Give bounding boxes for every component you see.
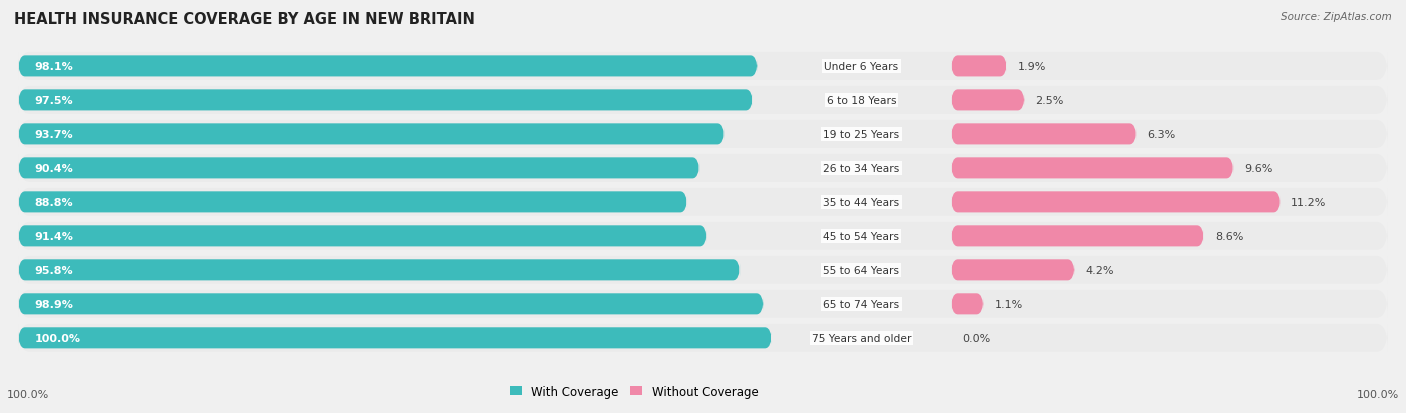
FancyBboxPatch shape	[18, 90, 754, 111]
FancyBboxPatch shape	[18, 256, 1388, 284]
Text: Source: ZipAtlas.com: Source: ZipAtlas.com	[1281, 12, 1392, 22]
Text: 95.8%: 95.8%	[35, 265, 73, 275]
Text: 8.6%: 8.6%	[1215, 231, 1243, 241]
Text: 6.3%: 6.3%	[1147, 130, 1175, 140]
FancyBboxPatch shape	[950, 226, 1204, 247]
Text: 100.0%: 100.0%	[1357, 389, 1399, 399]
Text: 75 Years and older: 75 Years and older	[811, 333, 911, 343]
FancyBboxPatch shape	[18, 188, 1388, 216]
Text: 100.0%: 100.0%	[35, 333, 80, 343]
FancyBboxPatch shape	[950, 294, 983, 315]
Legend: With Coverage, Without Coverage: With Coverage, Without Coverage	[505, 380, 763, 403]
Text: 45 to 54 Years: 45 to 54 Years	[824, 231, 900, 241]
Text: HEALTH INSURANCE COVERAGE BY AGE IN NEW BRITAIN: HEALTH INSURANCE COVERAGE BY AGE IN NEW …	[14, 12, 475, 27]
FancyBboxPatch shape	[950, 192, 1281, 213]
FancyBboxPatch shape	[18, 154, 1388, 183]
FancyBboxPatch shape	[18, 226, 707, 247]
Text: 1.9%: 1.9%	[1018, 62, 1046, 72]
FancyBboxPatch shape	[18, 56, 758, 77]
FancyBboxPatch shape	[18, 290, 1388, 318]
Text: 88.8%: 88.8%	[35, 197, 73, 207]
FancyBboxPatch shape	[950, 260, 1074, 281]
Text: 9.6%: 9.6%	[1244, 164, 1272, 173]
Text: 93.7%: 93.7%	[35, 130, 73, 140]
Text: 26 to 34 Years: 26 to 34 Years	[824, 164, 900, 173]
FancyBboxPatch shape	[950, 90, 1025, 111]
FancyBboxPatch shape	[18, 260, 740, 281]
Text: 90.4%: 90.4%	[35, 164, 73, 173]
Text: 55 to 64 Years: 55 to 64 Years	[824, 265, 900, 275]
Text: 91.4%: 91.4%	[35, 231, 73, 241]
FancyBboxPatch shape	[18, 87, 1388, 114]
FancyBboxPatch shape	[18, 324, 1388, 352]
Text: 65 to 74 Years: 65 to 74 Years	[824, 299, 900, 309]
Text: 100.0%: 100.0%	[7, 389, 49, 399]
FancyBboxPatch shape	[950, 124, 1136, 145]
FancyBboxPatch shape	[18, 192, 688, 213]
Text: Under 6 Years: Under 6 Years	[824, 62, 898, 72]
FancyBboxPatch shape	[18, 53, 1388, 81]
FancyBboxPatch shape	[18, 294, 763, 315]
FancyBboxPatch shape	[18, 222, 1388, 250]
Text: 11.2%: 11.2%	[1291, 197, 1327, 207]
FancyBboxPatch shape	[18, 158, 699, 179]
Text: 35 to 44 Years: 35 to 44 Years	[824, 197, 900, 207]
Text: 98.9%: 98.9%	[35, 299, 73, 309]
Text: 2.5%: 2.5%	[1036, 96, 1064, 106]
Text: 1.1%: 1.1%	[994, 299, 1022, 309]
FancyBboxPatch shape	[18, 121, 1388, 148]
FancyBboxPatch shape	[950, 158, 1233, 179]
Text: 4.2%: 4.2%	[1085, 265, 1114, 275]
Text: 19 to 25 Years: 19 to 25 Years	[824, 130, 900, 140]
Text: 0.0%: 0.0%	[962, 333, 990, 343]
Text: 98.1%: 98.1%	[35, 62, 73, 72]
Text: 6 to 18 Years: 6 to 18 Years	[827, 96, 896, 106]
FancyBboxPatch shape	[18, 328, 772, 349]
Text: 97.5%: 97.5%	[35, 96, 73, 106]
FancyBboxPatch shape	[18, 124, 724, 145]
FancyBboxPatch shape	[950, 56, 1007, 77]
